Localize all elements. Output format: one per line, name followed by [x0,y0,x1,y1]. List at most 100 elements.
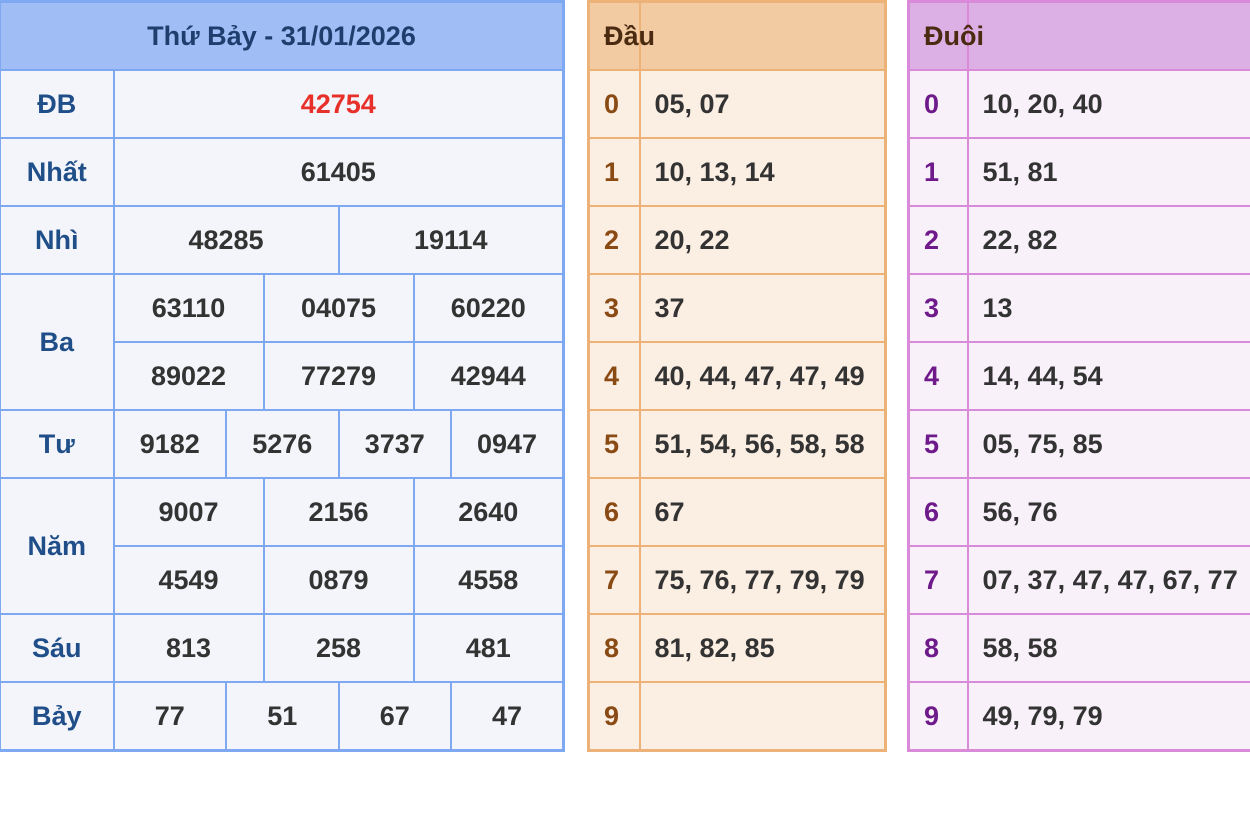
prize-label: Nhì [0,205,115,275]
duoi-header: Đuôi [907,0,984,71]
duoi-digit: 0 [907,69,969,139]
dau-numbers: 20, 22 [638,205,887,275]
prize-row: ĐB 42754 [0,69,565,139]
prize-number: 258 [262,613,415,683]
prize-label: Bảy [0,681,115,752]
dau-numbers: 37 [638,273,887,343]
duoi-header-value [966,0,1250,71]
prize-label: Năm [0,477,115,615]
prize-label: Ba [0,273,115,411]
dau-header-value [638,0,887,71]
dau-digit: 7 [587,545,641,615]
duoi-numbers: 13 [966,273,1250,343]
duoi-row: 9 49, 79, 79 [907,681,1250,752]
duoi-row: 4 14, 44, 54 [907,341,1250,411]
prize-row: 89022 77279 42944 [0,341,565,411]
prize-number: 481 [412,613,565,683]
prize-row: Năm 9007 2156 2640 [0,477,565,615]
duoi-row: 5 05, 75, 85 [907,409,1250,479]
prize-number: 3737 [337,409,452,479]
dau-table: Đầu 0 05, 07 1 10, 13, 14 2 20, 22 3 37 4 40, 44,… [587,0,887,752]
duoi-digit: 1 [907,137,969,207]
dau-row: 4 40, 44, 47, 47, 49 [587,341,887,411]
duoi-numbers: 56, 76 [966,477,1250,547]
prize-number: 9182 [112,409,227,479]
special-prize-number: 42754 [112,69,565,139]
prize-number: 2156 [262,477,415,547]
duoi-numbers: 05, 75, 85 [966,409,1250,479]
duoi-numbers: 14, 44, 54 [966,341,1250,411]
prize-number: 51 [225,681,340,752]
duoi-digit: 9 [907,681,969,752]
duoi-row: 2 22, 82 [907,205,1250,275]
prize-number: 2640 [412,477,565,547]
prize-row: Ba 63110 04075 60220 [0,273,565,411]
dau-digit: 2 [587,205,641,275]
dau-row: 0 05, 07 [587,69,887,139]
prize-number: 9007 [112,477,265,547]
duoi-numbers: 58, 58 [966,613,1250,683]
dau-numbers: 75, 76, 77, 79, 79 [638,545,887,615]
prize-label: Nhất [0,137,115,207]
duoi-table: Đuôi 0 10, 20, 40 1 51, 81 2 22, 82 3 13 4 14, 44… [907,0,1250,752]
prize-number: 4549 [112,545,265,615]
dau-digit: 1 [587,137,641,207]
prize-number: 4558 [412,545,565,615]
duoi-numbers: 49, 79, 79 [966,681,1250,752]
duoi-digit: 2 [907,205,969,275]
duoi-row: 8 58, 58 [907,613,1250,683]
prize-label: Tư [0,409,115,479]
prize-number: 5276 [225,409,340,479]
dau-row: 9 [587,681,887,752]
duoi-numbers: 07, 37, 47, 47, 67, 77 [966,545,1250,615]
dau-row: 5 51, 54, 56, 58, 58 [587,409,887,479]
duoi-digit: 3 [907,273,969,343]
dau-digit: 0 [587,69,641,139]
dau-numbers: 81, 82, 85 [638,613,887,683]
duoi-digit: 7 [907,545,969,615]
dau-digit: 9 [587,681,641,752]
prize-number: 77 [112,681,227,752]
dau-digit: 4 [587,341,641,411]
duoi-row: 0 10, 20, 40 [907,69,1250,139]
dau-row: 2 20, 22 [587,205,887,275]
duoi-digit: 8 [907,613,969,683]
prize-number: 61405 [112,137,565,207]
prize-number: 813 [112,613,265,683]
duoi-row: 1 51, 81 [907,137,1250,207]
prize-number: 89022 [112,341,265,411]
duoi-numbers: 51, 81 [966,137,1250,207]
prize-number: 67 [337,681,452,752]
duoi-digit: 4 [907,341,969,411]
prize-number: 0879 [262,545,415,615]
duoi-row: 7 07, 37, 47, 47, 67, 77 [907,545,1250,615]
dau-digit: 8 [587,613,641,683]
duoi-digit: 6 [907,477,969,547]
dau-digit: 5 [587,409,641,479]
dau-digit: 3 [587,273,641,343]
duoi-digit: 5 [907,409,969,479]
prize-number: 77279 [262,341,415,411]
dau-digit: 6 [587,477,641,547]
prize-row: Sáu 813 258 481 [0,613,565,683]
dau-numbers: 67 [638,477,887,547]
prize-number: 47 [450,681,565,752]
prize-number: 48285 [112,205,340,275]
prize-number: 0947 [450,409,565,479]
dau-row: 8 81, 82, 85 [587,613,887,683]
duoi-numbers: 10, 20, 40 [966,69,1250,139]
prize-number: 60220 [412,273,565,343]
dau-numbers: 05, 07 [638,69,887,139]
dau-row: 7 75, 76, 77, 79, 79 [587,545,887,615]
prize-row: Tư 9182 5276 3737 0947 [0,409,565,479]
dau-row: 6 67 [587,477,887,547]
duoi-row: 3 13 [907,273,1250,343]
prize-row: Bảy 77 51 67 47 [0,681,565,752]
prize-row: Nhất 61405 [0,137,565,207]
prize-row: 4549 0879 4558 [0,545,565,615]
results-title: Thứ Bảy - 31/01/2026 [0,0,565,71]
dau-numbers [638,681,887,752]
dau-row: 3 37 [587,273,887,343]
prize-row: Nhì 48285 19114 [0,205,565,275]
prize-label: ĐB [0,69,115,139]
